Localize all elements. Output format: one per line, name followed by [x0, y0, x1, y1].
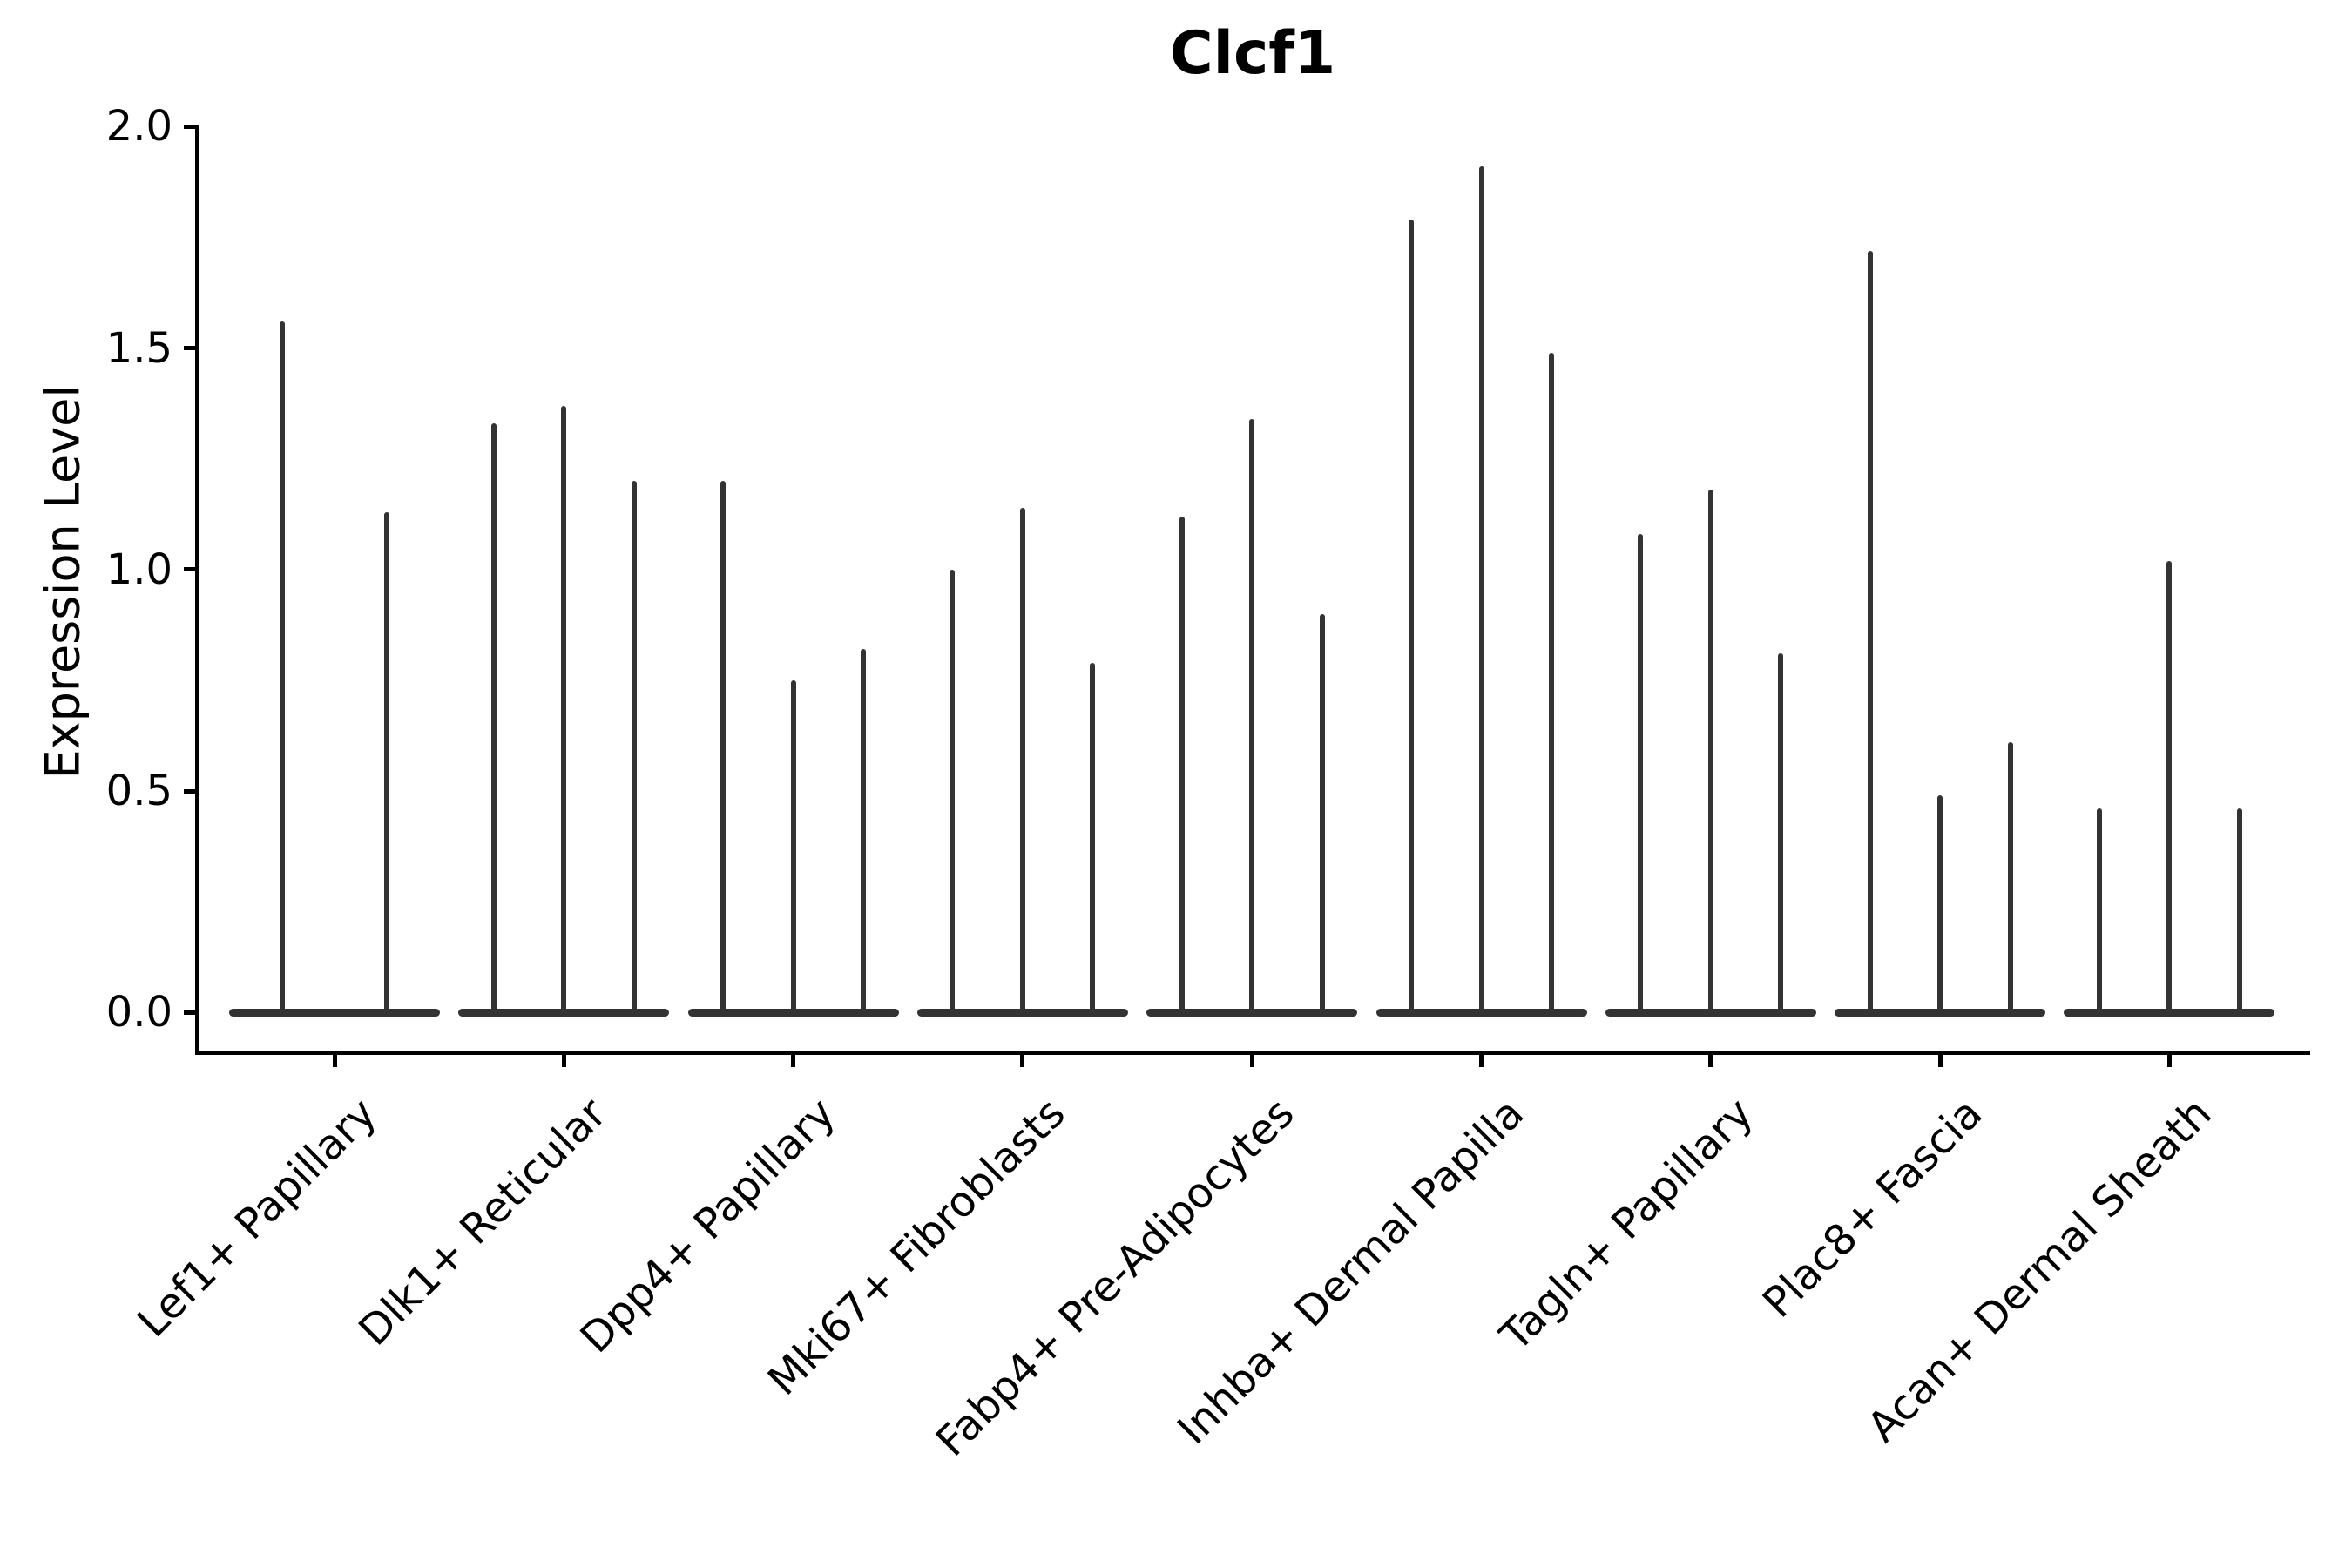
- violin-spike: [1249, 418, 1255, 1016]
- plot-title: Clcf1: [1169, 19, 1336, 88]
- y-axis-tick: [184, 1010, 196, 1015]
- violin-spike: [861, 649, 867, 1016]
- violin-spike: [1478, 166, 1484, 1016]
- violin-spike: [2007, 742, 2013, 1016]
- x-axis-tick-label: Lef1+ Papillary: [128, 1089, 387, 1347]
- y-axis-spine: [195, 125, 199, 1055]
- violin-spike: [1707, 490, 1713, 1016]
- violin-spike: [950, 569, 956, 1016]
- violin-spike: [1937, 795, 1943, 1016]
- x-axis-tick-label: Dlk1+ Reticular: [349, 1089, 616, 1355]
- y-axis-tick-label: 0.0: [105, 988, 172, 1037]
- violin-spike: [1778, 653, 1784, 1016]
- violin-spike: [631, 481, 637, 1016]
- violin-spike: [2096, 808, 2102, 1016]
- violin-spike: [1409, 220, 1414, 1016]
- y-axis-tick: [184, 124, 196, 129]
- x-axis-tick: [561, 1055, 566, 1067]
- x-axis-tick: [791, 1055, 796, 1067]
- violin-spike: [790, 679, 796, 1016]
- x-axis-tick: [1708, 1055, 1713, 1067]
- violin-spike: [1867, 250, 1873, 1016]
- violin-spike: [280, 321, 285, 1016]
- violin-spike: [2236, 808, 2242, 1016]
- y-axis-tick-label: 2.0: [105, 102, 172, 152]
- violin-spike: [490, 422, 497, 1016]
- violin-spike: [561, 405, 567, 1016]
- x-axis-tick: [1479, 1055, 1484, 1067]
- violin-spike: [720, 481, 727, 1016]
- x-axis-tick: [1249, 1055, 1254, 1067]
- y-axis-tick: [184, 346, 196, 351]
- x-axis-tick-label: Dpp4+ Papillary: [571, 1089, 846, 1363]
- violin-spike: [2166, 560, 2173, 1016]
- x-axis-tick-label: Tagln+ Papillary: [1490, 1089, 1763, 1361]
- x-axis-tick: [1020, 1055, 1025, 1067]
- violin-spike: [1549, 352, 1554, 1016]
- violin-spike: [1090, 662, 1096, 1016]
- violin-base: [229, 1008, 440, 1017]
- violin-spike: [1019, 507, 1025, 1016]
- violin-spike: [1319, 613, 1325, 1016]
- violin-spike: [1179, 516, 1185, 1016]
- violin-spike: [384, 511, 389, 1016]
- y-axis-tick: [184, 788, 196, 794]
- y-axis-tick: [184, 567, 196, 572]
- y-axis-tick-label: 1.5: [105, 323, 172, 373]
- x-axis-tick: [332, 1055, 337, 1067]
- x-axis-tick: [2166, 1055, 2172, 1067]
- x-axis-tick-label: Plac8+ Fascia: [1754, 1089, 1992, 1328]
- y-axis-tick-label: 1.0: [105, 544, 172, 594]
- violin-spike: [1638, 534, 1644, 1016]
- x-axis-spine: [195, 1051, 2310, 1055]
- x-axis-tick: [1937, 1055, 1943, 1067]
- y-axis-tick-label: 0.5: [105, 767, 172, 816]
